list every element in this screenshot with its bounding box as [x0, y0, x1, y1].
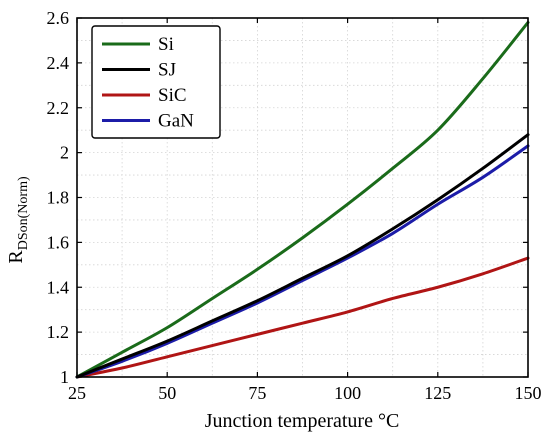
y-tick-label: 1.8	[47, 188, 70, 208]
y-tick-label: 1.6	[47, 232, 70, 252]
x-tick-label: 100	[334, 383, 361, 403]
legend-label-sj: SJ	[158, 60, 176, 81]
x-tick-label: 50	[158, 383, 176, 403]
y-axis-label-sub: DSon(Norm)	[16, 176, 31, 250]
x-tick-label: 75	[248, 383, 266, 403]
y-tick-label: 1	[60, 367, 69, 387]
series-line-sic	[75, 256, 530, 379]
series-line-si	[75, 20, 530, 379]
grid	[77, 18, 528, 377]
legend-label-sic: SiC	[158, 85, 187, 106]
y-tick-label: 1.2	[47, 322, 70, 342]
y-axis-label: RDSon(Norm)	[5, 176, 31, 264]
y-tick-label: 2.6	[47, 8, 70, 28]
y-tick-label: 1.4	[47, 277, 70, 297]
legend-box	[91, 25, 221, 139]
x-tick-label: 125	[424, 383, 451, 403]
x-axis: 25 50 75 100 125 150	[68, 18, 542, 403]
y-axis: 1 1.2 1.4 1.6 1.8 2 2.2 2.4 2.6	[47, 8, 528, 387]
legend: Si SJ SiC GaN	[91, 25, 221, 139]
x-axis-label: Junction temperature °C	[205, 410, 400, 432]
series-line-gan	[75, 144, 530, 379]
legend-label-si: Si	[158, 34, 174, 55]
y-tick-label: 2.2	[47, 98, 70, 118]
series-layer	[75, 20, 530, 379]
legend-label-gan: GaN	[158, 111, 194, 132]
y-tick-label: 2.4	[47, 53, 70, 73]
x-tick-label: 25	[68, 383, 86, 403]
y-axis-label-main: R	[5, 250, 27, 264]
series-line-sj	[75, 133, 530, 379]
y-tick-label: 2	[60, 143, 69, 163]
x-tick-label: 150	[515, 383, 542, 403]
